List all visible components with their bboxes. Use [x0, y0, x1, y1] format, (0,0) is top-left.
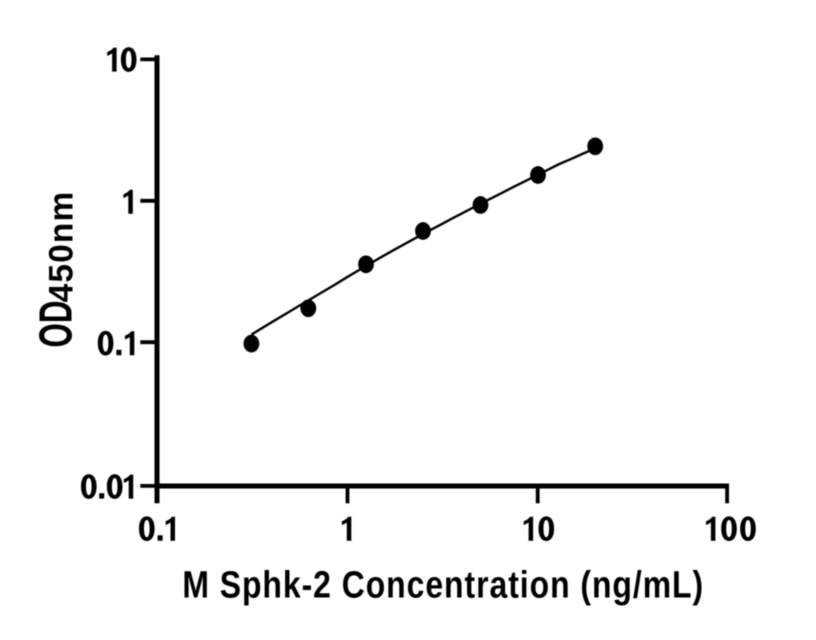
svg-text:M Sphk-2 Concentration (ng/mL): M Sphk-2 Concentration (ng/mL) [182, 564, 704, 606]
svg-text:450nm: 450nm [42, 191, 81, 303]
svg-text:OD: OD [30, 301, 81, 348]
